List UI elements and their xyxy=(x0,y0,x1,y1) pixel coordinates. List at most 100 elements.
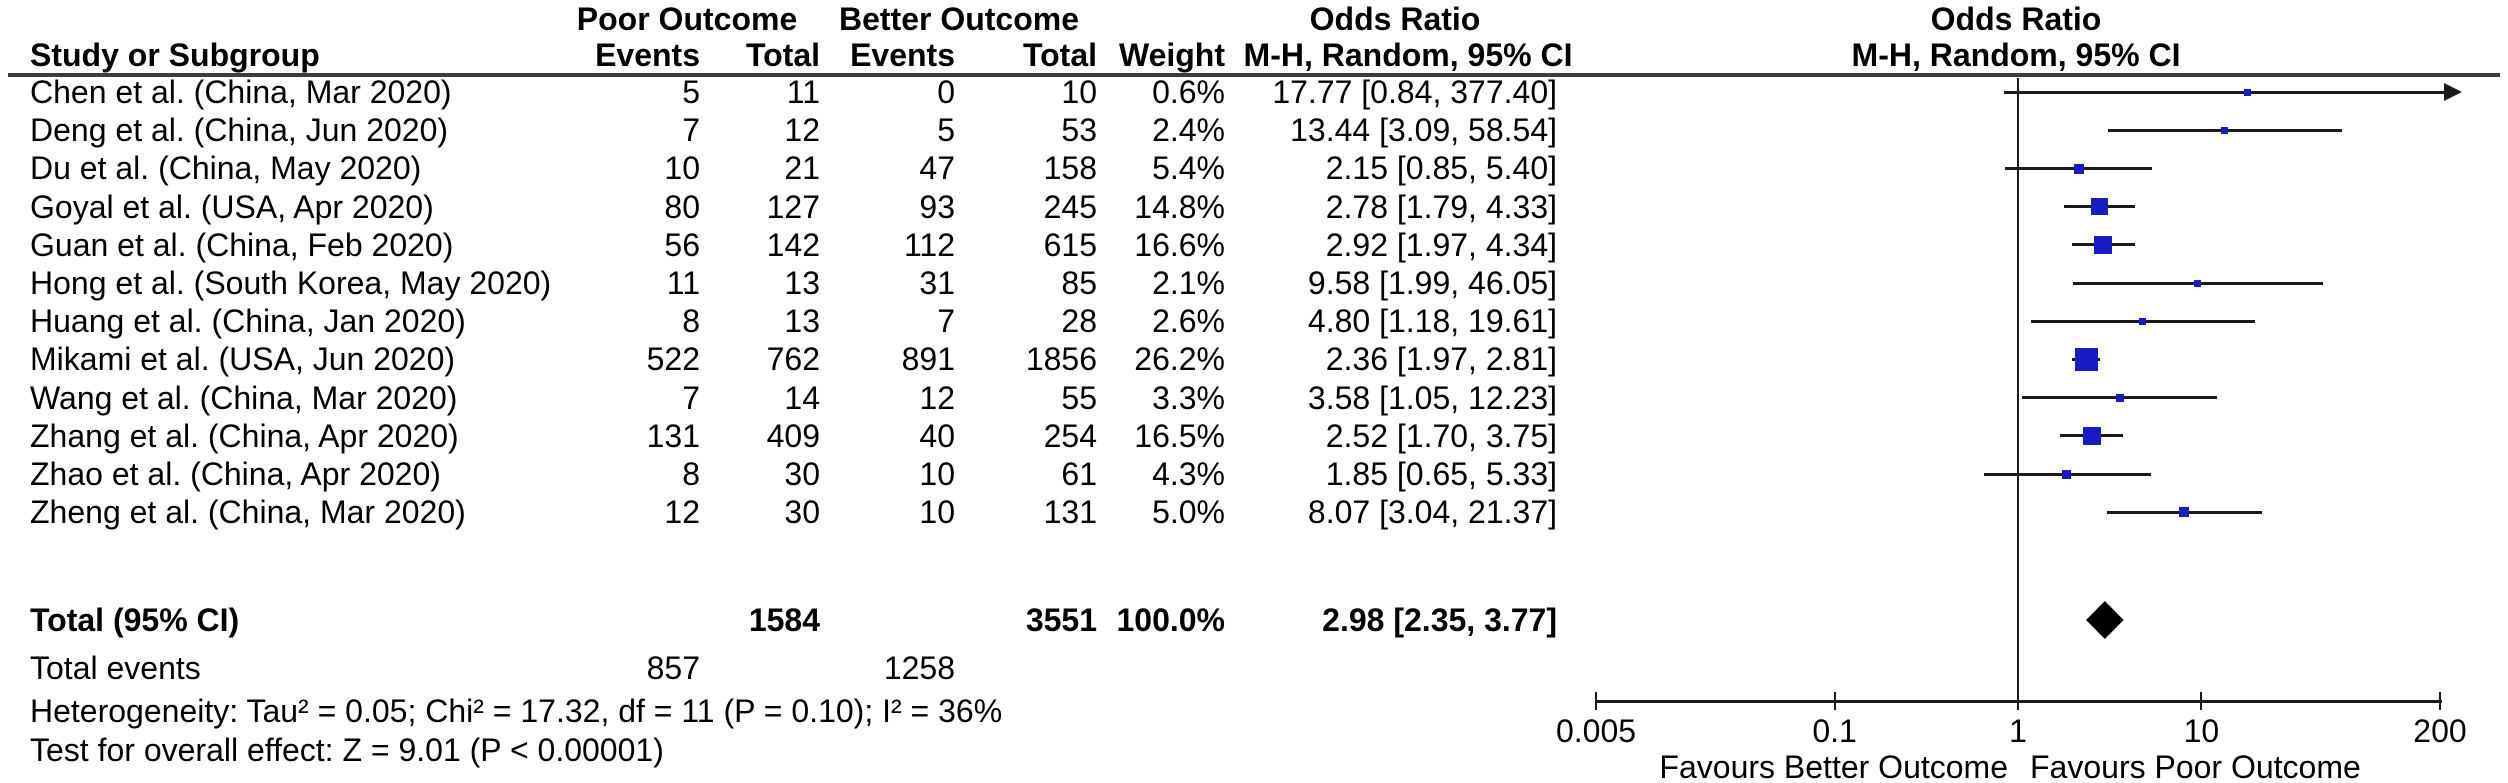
x-axis-line xyxy=(1596,700,2442,703)
study-name-cell: Hong et al. (South Korea, May 2020) xyxy=(30,265,552,301)
better-total-cell: 55 xyxy=(1061,379,1097,416)
better-events-cell: 5 xyxy=(937,112,955,149)
poor-events-cell: 11 xyxy=(666,265,700,301)
or-ci-cell: 4.80 [1.18, 19.61] xyxy=(1307,303,1557,340)
or-ci-cell: 13.44 [3.09, 58.54] xyxy=(1290,112,1557,149)
ci-line xyxy=(2004,90,2444,94)
study-name-cell: Guan et al. (China, Feb 2020) xyxy=(30,226,454,263)
axis-tick-label: 0.005 xyxy=(1555,713,1637,749)
effect-marker xyxy=(2090,198,2108,216)
poor-total-cell: 11 xyxy=(786,74,820,110)
total-row: Total (95% CI) 1584 3551 100.0% 2.98 [2.… xyxy=(0,601,1560,639)
poor-total-cell: 409 xyxy=(766,417,820,454)
study-row: Zhao et al. (China, Apr 2020) 8 30 10 61 4.3%… xyxy=(0,455,1560,493)
favours-right-label: Favours Poor Outcome xyxy=(2030,749,2361,783)
better-total-cell: 254 xyxy=(1043,417,1097,454)
better-total-cell: 1856 xyxy=(1025,341,1097,378)
better-events-cell: 112 xyxy=(903,226,955,263)
study-row: Huang et al. (China, Jan 2020) 8 13 7 28 2.6%… xyxy=(0,302,1560,340)
effect-marker xyxy=(2073,163,2084,174)
total-label: Total (95% CI) xyxy=(30,602,240,638)
column-header-total-poor: Total xyxy=(745,37,820,73)
poor-events-cell: 80 xyxy=(664,188,700,225)
column-header-events-better: Events xyxy=(850,37,955,73)
better-total-cell: 615 xyxy=(1043,226,1097,263)
plot-subtitle-method: M-H, Random, 95% CI xyxy=(1851,37,2181,73)
better-total-cell: 53 xyxy=(1061,112,1097,149)
plot-title: Odds Ratio xyxy=(1930,1,2102,37)
poor-total-cell: 12 xyxy=(784,112,820,149)
weight-cell: 2.1% xyxy=(1152,265,1225,301)
study-row: Zheng et al. (China, Mar 2020) 12 30 10 131 5… xyxy=(0,493,1560,531)
axis-tick xyxy=(2200,692,2203,710)
total-events-label: Total events xyxy=(30,650,201,686)
weight-cell: 0.6% xyxy=(1152,74,1225,110)
axis-tick xyxy=(2439,692,2441,710)
study-name-cell: Huang et al. (China, Jan 2020) xyxy=(30,303,466,340)
column-header-events-poor: Events xyxy=(595,37,700,73)
or-ci-cell: 9.58 [1.99, 46.05] xyxy=(1307,265,1557,301)
total-better-n: 3551 xyxy=(1025,602,1097,638)
group-header-better-outcome: Better Outcome xyxy=(838,1,1080,37)
weight-cell: 26.2% xyxy=(1134,341,1225,378)
effect-marker xyxy=(2082,426,2101,445)
poor-total-cell: 21 xyxy=(784,150,820,187)
axis-tick xyxy=(1833,692,1836,710)
better-events-cell: 40 xyxy=(919,417,955,454)
better-total-cell: 245 xyxy=(1043,188,1097,225)
poor-total-cell: 762 xyxy=(766,341,820,378)
better-total-cell: 85 xyxy=(1061,265,1097,301)
weight-cell: 16.6% xyxy=(1134,226,1225,263)
effect-marker xyxy=(2094,235,2113,254)
poor-events-cell: 8 xyxy=(682,456,700,492)
study-row: Wang et al. (China, Mar 2020) 7 14 12 55 3.3%… xyxy=(0,379,1560,417)
axis-tick xyxy=(2017,692,2019,710)
effect-marker xyxy=(2243,88,2251,96)
study-name-cell: Chen et al. (China, Mar 2020) xyxy=(30,74,452,110)
or-ci-cell: 17.77 [0.84, 377.40] xyxy=(1272,74,1557,110)
poor-total-cell: 13 xyxy=(784,265,820,301)
study-row: Goyal et al. (USA, Apr 2020) 80 127 93 245 14… xyxy=(0,188,1560,226)
total-or-ci: 2.98 [2.35, 3.77] xyxy=(1322,602,1557,638)
weight-cell: 14.8% xyxy=(1134,188,1225,225)
total-events-poor: 857 xyxy=(646,650,700,686)
total-diamond xyxy=(2086,601,2124,639)
poor-total-cell: 127 xyxy=(766,188,820,225)
axis-tick-label: 0.1 xyxy=(1812,713,1857,749)
better-total-cell: 28 xyxy=(1061,303,1097,340)
poor-total-cell: 142 xyxy=(766,226,820,263)
study-name-cell: Zhao et al. (China, Apr 2020) xyxy=(30,456,441,492)
better-total-cell: 131 xyxy=(1043,494,1097,531)
total-events-row: Total events 857 1258 xyxy=(0,649,1560,687)
total-poor-n: 1584 xyxy=(748,602,820,638)
poor-events-cell: 7 xyxy=(682,112,700,149)
better-events-cell: 47 xyxy=(919,150,955,187)
weight-cell: 16.5% xyxy=(1134,417,1225,454)
axis-tick-label: 200 xyxy=(2413,713,2467,749)
or-ci-cell: 1.85 [0.65, 5.33] xyxy=(1325,456,1557,492)
ci-arrow-right xyxy=(2444,83,2462,102)
poor-events-cell: 8 xyxy=(682,303,700,340)
better-events-cell: 0 xyxy=(937,74,955,110)
study-row: Zhang et al. (China, Apr 2020) 131 409 40 25… xyxy=(0,417,1560,455)
poor-events-cell: 56 xyxy=(664,226,700,263)
study-row: Deng et al. (China, Jun 2020) 7 12 5 53 2.4% 1… xyxy=(0,111,1560,149)
study-name-cell: Mikami et al. (USA, Jun 2020) xyxy=(30,341,456,378)
poor-total-cell: 13 xyxy=(784,303,820,340)
overall-effect-test: Test for overall effect: Z = 9.01 (P < 0… xyxy=(30,732,664,768)
weight-cell: 5.4% xyxy=(1152,150,1225,187)
better-events-cell: 10 xyxy=(919,494,955,531)
effect-marker xyxy=(2139,317,2147,325)
poor-events-cell: 12 xyxy=(664,494,700,531)
study-row: Mikami et al. (USA, Jun 2020) 522 762 891 18… xyxy=(0,340,1560,378)
column-header-weight: Weight xyxy=(1118,37,1225,73)
better-total-cell: 61 xyxy=(1061,456,1097,492)
no-effect-line xyxy=(2017,78,2019,702)
column-header-total-better: Total xyxy=(1022,37,1097,73)
better-events-cell: 12 xyxy=(919,379,955,416)
total-events-better: 1258 xyxy=(883,650,955,686)
study-name-cell: Wang et al. (China, Mar 2020) xyxy=(30,379,458,416)
effect-marker xyxy=(2074,348,2098,371)
column-header-or-method: M-H, Random, 95% CI xyxy=(1243,37,1573,73)
column-header-study: Study or Subgroup xyxy=(30,37,320,73)
